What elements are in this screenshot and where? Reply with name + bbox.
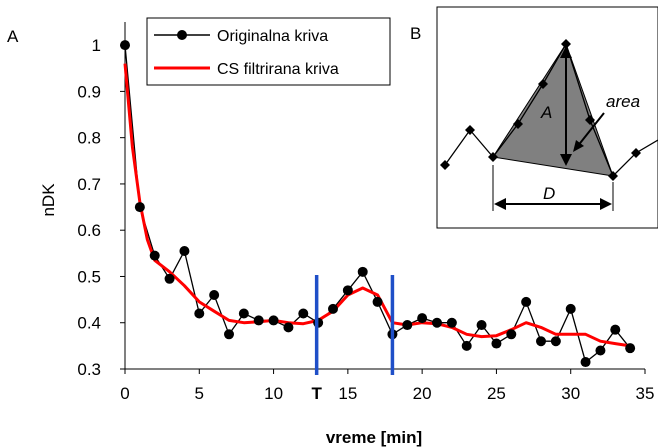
data-point-original [298, 308, 309, 319]
data-point-original [417, 313, 428, 324]
data-point-original [580, 357, 591, 368]
y-tick-label: 0.3 [77, 360, 101, 379]
data-point-original [491, 338, 502, 349]
vertical-marker-label: T [311, 384, 322, 403]
y-tick-label: 0.6 [77, 221, 101, 240]
inset-point [513, 119, 523, 129]
area-pointer [576, 112, 605, 148]
legend-label-original: Originalna kriva [217, 28, 328, 45]
data-point-original [253, 315, 264, 326]
legend-box [146, 17, 391, 86]
inset-point [631, 148, 641, 158]
data-point-original [164, 273, 175, 284]
data-point-original [357, 266, 368, 277]
data-point-original [194, 308, 205, 319]
data-point-original [595, 345, 606, 356]
legend-label-filtered: CS filtrirana kriva [217, 61, 339, 78]
series-filtered-line [123, 63, 631, 348]
panel-label-a: A [7, 27, 19, 46]
data-point-original [209, 289, 220, 300]
y-tick-label: 0.7 [77, 175, 101, 194]
height-arrow-head-top [560, 46, 572, 58]
inset-point [538, 79, 548, 89]
data-point-original [134, 202, 145, 213]
data-point-original [283, 322, 294, 333]
area-pointer-head [573, 140, 584, 152]
data-point-original [446, 317, 457, 328]
inset-point [561, 39, 571, 49]
legend-marker-original [177, 30, 187, 40]
legend: Originalna kriva CS filtrirana kriva [146, 17, 391, 86]
data-point-original [328, 303, 338, 314]
plot-area: T [120, 40, 636, 403]
y-ticks: 0.3 0.4 0.5 0.6 0.7 0.8 0.9 1 [77, 36, 125, 379]
inset-point [608, 171, 618, 181]
data-point-original [342, 285, 353, 296]
width-arrow-head-right [600, 198, 612, 210]
x-tick-label: 25 [487, 384, 506, 403]
y-tick-label: 0.8 [77, 129, 101, 148]
x-tick-label: 0 [120, 384, 129, 403]
inset-point [585, 115, 595, 125]
x-tick-label: 35 [636, 384, 655, 403]
data-point-original [238, 308, 249, 319]
inset-point [440, 160, 450, 170]
data-point-original [149, 250, 160, 261]
data-point-original [224, 329, 234, 340]
data-point-original [521, 296, 532, 307]
y-tick-label: 0.4 [77, 314, 101, 333]
x-tick-label: 20 [413, 384, 432, 403]
data-point-original [120, 40, 130, 51]
data-point-original [372, 296, 383, 307]
data-point-original [625, 343, 636, 354]
area-label: area [606, 92, 640, 111]
inset-points [440, 39, 641, 181]
y-tick-label: 0.9 [77, 82, 101, 101]
height-label: A [540, 103, 552, 122]
peak-area-shape [492, 42, 614, 177]
width-label: D [543, 184, 555, 203]
x-tick-label: 5 [195, 384, 204, 403]
data-point-original [179, 246, 190, 257]
data-point-original [461, 340, 472, 351]
data-point-original [610, 324, 621, 335]
x-tick-label: 10 [264, 384, 283, 403]
x-tick-label: 30 [561, 384, 580, 403]
data-point-original [536, 336, 546, 347]
height-arrow-head-bottom [560, 154, 572, 166]
x-tick-label: 15 [338, 384, 357, 403]
x-ticks: 0 5 10 15 20 25 30 35 [120, 369, 654, 403]
data-point-original [565, 303, 576, 314]
inset-point [465, 125, 475, 135]
y-axis-label: nDK [39, 183, 58, 217]
data-point-original [476, 320, 487, 331]
data-point-original [402, 320, 413, 331]
x-axis-label: vreme [min] [326, 428, 422, 447]
y-tick-label: 1 [92, 36, 101, 55]
inset-diagram: A area D [436, 6, 658, 229]
inset-point [488, 152, 498, 162]
inset-curve [444, 42, 658, 178]
data-point-original [550, 336, 561, 347]
width-arrow-head-left [494, 198, 506, 210]
data-point-original [506, 329, 517, 340]
data-point-original [432, 317, 442, 328]
data-point-original [268, 315, 279, 326]
y-tick-label: 0.5 [77, 267, 101, 286]
panel-label-b: B [410, 24, 421, 43]
